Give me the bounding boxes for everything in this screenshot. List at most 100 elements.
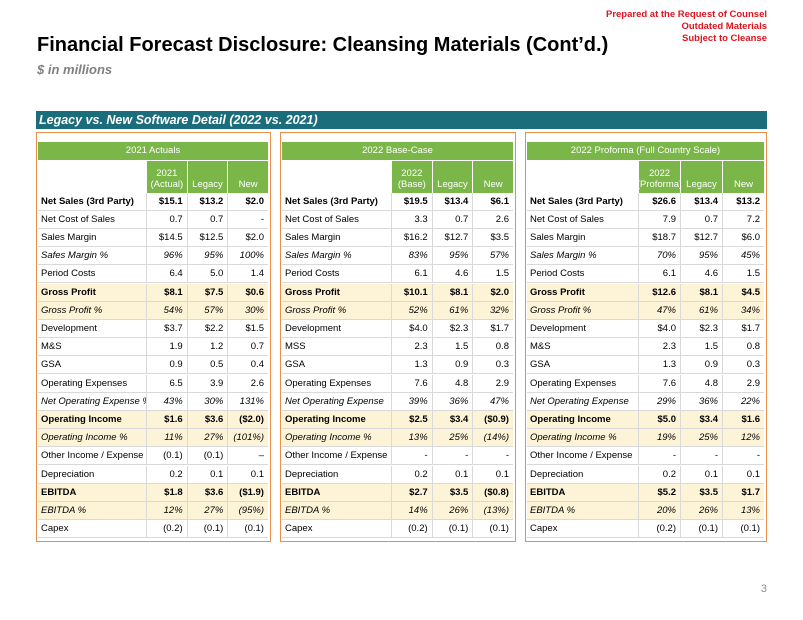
cell-value: 2.6 (227, 374, 268, 393)
row-label: Operating Income (527, 410, 638, 430)
row-label: M&S (38, 338, 146, 357)
row-label: Gross Profit % (282, 301, 391, 320)
cell-value: $1.6 (722, 410, 764, 430)
cell-value: 12% (146, 501, 187, 521)
row-label: Development (282, 319, 391, 339)
cell-value: 13% (391, 429, 432, 448)
cell-value: $6.0 (722, 228, 764, 248)
cell-value: (0.1) (186, 520, 228, 539)
cell-value: 43% (146, 392, 187, 411)
row-label: Safes Margin % (38, 247, 146, 266)
cell-value: 20% (638, 501, 680, 521)
cell-value: $5.2 (638, 483, 680, 502)
row-label: Operating Expenses (38, 374, 146, 393)
row-label: Sales Margin % (282, 247, 391, 266)
cell-value: 19% (638, 429, 680, 448)
cell-value: 6.5 (146, 374, 187, 393)
cell-value: $7.5 (186, 283, 228, 302)
cell-value: 4.8 (680, 374, 722, 393)
cell-value: - (227, 210, 268, 229)
cell-value: 96% (146, 247, 187, 266)
cell-value: $14.5 (146, 228, 187, 248)
cell-value: (0.1) (227, 520, 268, 539)
cell-value: 0.1 (186, 465, 228, 484)
cell-value: $0.6 (227, 283, 268, 302)
cell-value: 2.3 (391, 338, 432, 357)
row-label: Other Income / Expense (38, 447, 146, 466)
cell-value: (0.1) (146, 447, 187, 466)
row-label: Net Operating Expense (527, 392, 638, 411)
panel: 2021 Actuals 2021 (Actual) Legacy New Net Sa… (36, 132, 271, 542)
section-title: Legacy vs. New Software Detail (2022 vs.… (36, 111, 767, 129)
cell-value: 0.1 (472, 465, 513, 484)
cell-value: $4.0 (638, 319, 680, 339)
row-label: Development (527, 319, 638, 339)
cell-value: 6.1 (391, 265, 432, 284)
row-label: MSS (282, 338, 391, 357)
cell-value: $1.7 (722, 319, 764, 339)
cell-value: (13%) (472, 501, 513, 521)
cell-value: 0.7 (227, 338, 268, 357)
cell-value: 0.7 (680, 210, 722, 229)
cell-value: 2.6 (472, 210, 513, 229)
cell-value: $1.7 (472, 319, 513, 339)
row-label: Operating Income % (527, 429, 638, 448)
cell-value: 83% (391, 247, 432, 266)
row-label: EBITDA (282, 483, 391, 502)
row-label: Gross Profit % (38, 301, 146, 320)
cell-value: 0.4 (227, 356, 268, 375)
cell-value: (0.1) (186, 447, 228, 466)
cell-value: 7.2 (722, 210, 764, 229)
cell-value: $3.5 (680, 483, 722, 502)
row-label: Operating Income % (38, 429, 146, 448)
row-label: Net Operating Expense % (38, 392, 146, 411)
cell-value: 57% (472, 247, 513, 266)
row-label: Operating Income % (282, 429, 391, 448)
cell-value: 1.5 (680, 338, 722, 357)
cell-value: 25% (680, 429, 722, 448)
cell-value: 100% (227, 247, 268, 266)
cell-value: - (431, 447, 473, 466)
cell-value: (101%) (227, 429, 268, 448)
cell-value: (0.1) (472, 520, 513, 539)
row-label: GSA (282, 356, 391, 375)
cell-value: ($1.9) (227, 483, 268, 502)
cell-value: 27% (186, 501, 228, 521)
row-label: Operating Income (282, 410, 391, 430)
cell-value: 0.9 (680, 356, 722, 375)
cell-value: 4.6 (431, 265, 473, 284)
row-label: Net Cost of Sales (38, 210, 146, 229)
cell-value: $1.6 (146, 410, 187, 430)
cell-value: - (638, 447, 680, 466)
cell-value: 95% (680, 247, 722, 266)
cell-value: - (391, 447, 432, 466)
row-label: Gross Profit (38, 283, 146, 302)
panel-title: 2022 Proforma (Full Country Scale) (527, 142, 764, 160)
cell-value: $2.5 (391, 410, 432, 430)
cell-value: $4.5 (722, 283, 764, 302)
cell-value: 47% (472, 392, 513, 411)
cell-value: 0.7 (431, 210, 473, 229)
cell-value: - (722, 447, 764, 466)
cell-value: 13% (722, 501, 764, 521)
cell-value: 0.2 (146, 465, 187, 484)
cell-value: 30% (227, 301, 268, 320)
column-header: 2022 (Proforma) (637, 160, 682, 193)
cell-value: 1.5 (722, 265, 764, 284)
cell-value: $19.5 (391, 192, 432, 211)
cell-value: $12.6 (638, 283, 680, 302)
row-label: M&S (527, 338, 638, 357)
title: Financial Forecast Disclosure: Cleansing… (37, 34, 609, 56)
cell-value: 1.5 (472, 265, 513, 284)
cell-value: $3.5 (431, 483, 473, 502)
cell-value: (0.1) (431, 520, 473, 539)
row-label: Depreciation (527, 465, 638, 484)
cell-value: (95%) (227, 501, 268, 521)
cell-value: 36% (431, 392, 473, 411)
cell-value: $4.0 (391, 319, 432, 339)
cell-value: 0.1 (722, 465, 764, 484)
cell-value: 0.1 (680, 465, 722, 484)
row-label: Other Income / Expense (282, 447, 391, 466)
cell-value: 1.3 (638, 356, 680, 375)
